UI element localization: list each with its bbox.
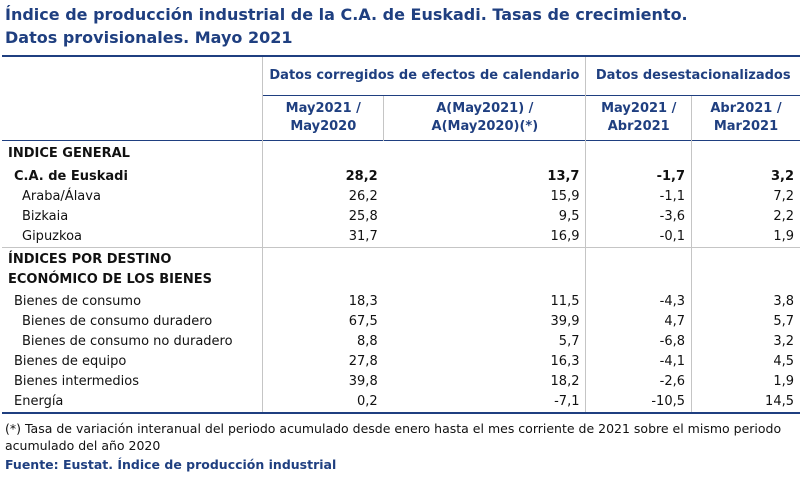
table-title: Índice de producción industrial de la C.… bbox=[5, 3, 795, 49]
cell-value: 27,8 bbox=[348, 354, 378, 369]
table-row: Bienes intermedios 39,8 18,2 -2,6 1,9 bbox=[2, 372, 800, 392]
row-label: Araba/Álava bbox=[2, 187, 264, 207]
title-line-1: Índice de producción industrial de la C.… bbox=[5, 5, 688, 24]
section-title-general: INDICE GENERAL bbox=[2, 140, 264, 167]
table-row: Araba/Álava 26,2 15,9 -1,1 7,2 bbox=[2, 187, 800, 207]
cell-value: 28,2 bbox=[345, 169, 378, 184]
cell-value: 4,5 bbox=[691, 352, 800, 372]
cell-value: 5,7 bbox=[558, 334, 580, 349]
row-label: Energía bbox=[2, 392, 264, 414]
row-label: Bienes intermedios bbox=[2, 372, 264, 392]
table-row: Bizkaia 25,8 9,5 -3,6 2,2 bbox=[2, 207, 800, 227]
cell-value: 39,8 bbox=[348, 374, 378, 389]
header-col-abr21-mar21: Abr2021 / Mar2021 bbox=[691, 95, 800, 141]
footnote: (*) Tasa de variación interanual del per… bbox=[5, 421, 782, 453]
cell-value: 14,5 bbox=[691, 392, 800, 414]
table-row: Bienes de consumo no duradero 8,8 5,7 -6… bbox=[2, 332, 800, 352]
cell-value: 16,9 bbox=[550, 229, 580, 244]
section-title-row: ÍNDICES POR DESTINO ECONÓMICO DE LOS BIE… bbox=[2, 247, 800, 292]
cell-value: 16,3 bbox=[550, 354, 580, 369]
header-col-may21-abr21: May2021 / Abr2021 bbox=[585, 95, 692, 141]
cell-value: -2,6 bbox=[585, 372, 692, 392]
cell-value: 67,5 bbox=[348, 314, 378, 329]
cell-value: -7,1 bbox=[383, 392, 586, 414]
cell-value: -1,7 bbox=[585, 167, 692, 187]
row-label: C.A. de Euskadi bbox=[2, 167, 264, 187]
table-row: Gipuzkoa 31,7 16,9 -0,1 1,9 bbox=[2, 227, 800, 248]
table-row: Bienes de consumo duradero 67,5 39,9 4,7… bbox=[2, 312, 800, 332]
cell-value: 0,2 bbox=[262, 392, 384, 414]
header-group-row: Datos corregidos de efectos de calendari… bbox=[2, 55, 800, 96]
cell-value: 9,5 bbox=[558, 209, 580, 224]
cell-value: 13,7 bbox=[547, 169, 580, 184]
cell-value: -1,1 bbox=[585, 187, 692, 207]
header-group-seasonal: Datos desestacionalizados bbox=[585, 55, 800, 96]
row-label: Bizkaia bbox=[2, 207, 264, 227]
cell-value: 18,2 bbox=[550, 374, 580, 389]
table-row: Bienes de equipo 27,8 16,3 -4,1 4,5 bbox=[2, 352, 800, 372]
row-label: Bienes de consumo duradero bbox=[2, 312, 264, 332]
cell-value: 7,2 bbox=[691, 187, 800, 207]
cell-value: 1,9 bbox=[691, 227, 800, 248]
cell-value: 3,8 bbox=[691, 292, 800, 312]
cell-value: -10,5 bbox=[585, 392, 692, 414]
cell-value: 26,2 bbox=[348, 189, 378, 204]
table-row: Bienes de consumo 18,3 11,5 -4,3 3,8 bbox=[2, 292, 800, 312]
section-title-row: INDICE GENERAL bbox=[2, 140, 800, 167]
cell-value: 5,7 bbox=[691, 312, 800, 332]
table-row: C.A. de Euskadi 28,2 13,7 -1,7 3,2 bbox=[2, 167, 800, 187]
header-column-row: May2021 / May2020 A(May2021) / A(May2020… bbox=[2, 95, 800, 141]
cell-value: 2,2 bbox=[691, 207, 800, 227]
cell-value: 3,2 bbox=[691, 332, 800, 352]
cell-value: 39,9 bbox=[550, 314, 580, 329]
cell-value: 1,9 bbox=[691, 372, 800, 392]
cell-value: -0,1 bbox=[585, 227, 692, 248]
row-label: Bienes de equipo bbox=[2, 352, 264, 372]
data-table: Datos corregidos de efectos de calendari… bbox=[2, 55, 800, 414]
cell-value: 8,8 bbox=[357, 334, 378, 349]
cell-value: 25,8 bbox=[348, 209, 378, 224]
cell-value: 4,7 bbox=[585, 312, 692, 332]
cell-value: 18,3 bbox=[348, 294, 378, 309]
source-note: Fuente: Eustat. Índice de producción ind… bbox=[5, 457, 337, 472]
cell-value: -6,8 bbox=[585, 332, 692, 352]
title-line-2: Datos provisionales. Mayo 2021 bbox=[5, 28, 293, 47]
section-title-destino: ÍNDICES POR DESTINO ECONÓMICO DE LOS BIE… bbox=[2, 247, 264, 292]
header-group-calendar: Datos corregidos de efectos de calendari… bbox=[262, 55, 586, 96]
header-col-may21-may20: May2021 / May2020 bbox=[262, 95, 384, 141]
row-label: Bienes de consumo no duradero bbox=[2, 332, 264, 352]
cell-value: 15,9 bbox=[550, 189, 580, 204]
cell-value: 3,2 bbox=[691, 167, 800, 187]
cell-value: -4,3 bbox=[585, 292, 692, 312]
cell-value: 11,5 bbox=[550, 294, 580, 309]
row-label: Gipuzkoa bbox=[2, 227, 264, 248]
cell-value: 31,7 bbox=[348, 229, 378, 244]
cell-value: -3,6 bbox=[585, 207, 692, 227]
row-label: Bienes de consumo bbox=[2, 292, 264, 312]
header-col-acum: A(May2021) / A(May2020)(*) bbox=[383, 95, 586, 141]
cell-value: -4,1 bbox=[585, 352, 692, 372]
table-row: Energía 0,2 -7,1 -10,5 14,5 bbox=[2, 392, 800, 414]
